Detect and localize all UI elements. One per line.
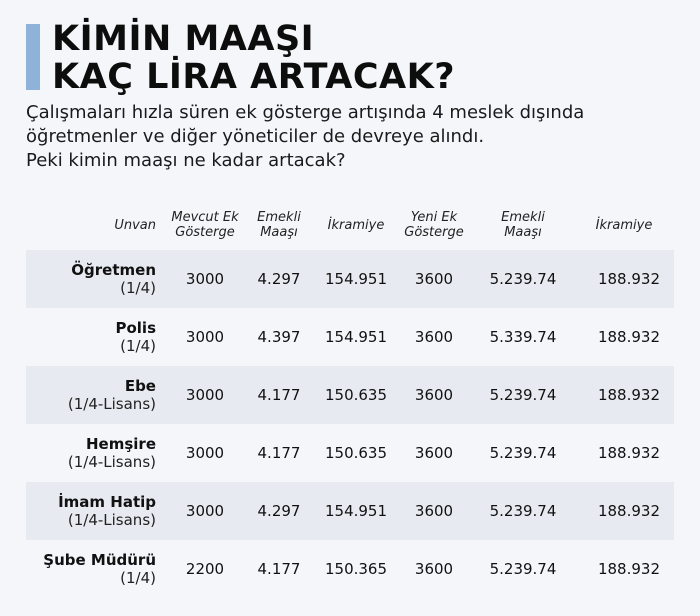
accent-bar xyxy=(26,24,40,90)
header-yeni-ek-gosterge: Yeni Ek Gösterge xyxy=(404,210,464,240)
title-class: (1/4) xyxy=(120,337,156,355)
cell-mevcut-ek-gosterge: 3000 xyxy=(168,482,242,540)
cell-yeni-ek-gosterge: 3600 xyxy=(396,482,472,540)
cell-yeni-ikramiye: 188.932 xyxy=(597,328,660,346)
cell-emekli-maasi: 4.397 xyxy=(257,328,301,346)
cell-unvan: Öğretmen (1/4) xyxy=(26,250,168,308)
cell-yeni-ikramiye: 188.932 xyxy=(574,482,674,540)
title-line-2: KAÇ LİRA ARTACAK? xyxy=(52,57,456,97)
cell-ikramiye: 150.635 xyxy=(316,366,396,424)
subtitle-line-1: Çalışmaları hızla süren ek gösterge artı… xyxy=(26,102,585,123)
cell-mevcut-ek-gosterge: 3000 xyxy=(185,444,225,462)
title-name: Hemşire xyxy=(86,435,156,453)
header-emekli-maasi: Emekli Maaşı xyxy=(257,210,301,240)
cell-yeni-emekli-maasi: 5.239.74 xyxy=(489,560,557,578)
table-header-row: Unvan Mevcut Ek Gösterge Emekli Maaşı İkra… xyxy=(26,200,674,250)
cell-emekli-maasi: 4.297 xyxy=(242,482,316,540)
cell-ikramiye: 150.635 xyxy=(324,444,388,462)
cell-unvan: Polis (1/4) xyxy=(26,308,168,366)
cell-mevcut-ek-gosterge: 3000 xyxy=(185,328,225,346)
cell-yeni-emekli-maasi: 5.239.74 xyxy=(472,250,574,308)
cell-yeni-emekli-maasi: 5.239.74 xyxy=(472,482,574,540)
salary-table: Unvan Mevcut Ek Gösterge Emekli Maaşı İkra… xyxy=(26,200,674,598)
cell-yeni-ikramiye: 188.932 xyxy=(574,250,674,308)
cell-emekli-maasi: 4.177 xyxy=(242,366,316,424)
title-line-1: KİMİN MAAŞI xyxy=(52,19,315,59)
cell-mevcut-ek-gosterge: 2200 xyxy=(185,560,225,578)
title-class: (1/4-Lisans) xyxy=(67,511,156,529)
title-class: (1/4-Lisans) xyxy=(67,453,156,471)
cell-yeni-emekli-maasi: 5.239.74 xyxy=(472,366,574,424)
cell-yeni-ikramiye: 188.932 xyxy=(597,444,660,462)
cell-unvan: İmam Hatip (1/4-Lisans) xyxy=(26,482,168,540)
cell-unvan: Şube Müdürü (1/4) xyxy=(26,540,168,598)
title-name: Şube Müdürü xyxy=(43,551,156,569)
cell-yeni-ek-gosterge: 3600 xyxy=(396,366,472,424)
subtitle-line-2: öğretmenler ve diğer yöneticiler de devr… xyxy=(26,126,485,147)
title-name: Öğretmen xyxy=(71,261,156,279)
cell-emekli-maasi: 4.297 xyxy=(242,250,316,308)
table-row: Polis (1/4) 3000 4.397 154.951 3600 5.339.74 18… xyxy=(26,308,674,366)
subtitle-line-3: Peki kimin maaşı ne kadar artacak? xyxy=(26,150,346,171)
cell-ikramiye: 154.951 xyxy=(316,250,396,308)
cell-ikramiye: 154.951 xyxy=(316,482,396,540)
cell-yeni-ek-gosterge: 3600 xyxy=(396,250,472,308)
table-row: Hemşire (1/4-Lisans) 3000 4.177 150.635 3600 5… xyxy=(26,424,674,482)
table-row: Öğretmen (1/4) 3000 4.297 154.951 3600 5.239.7… xyxy=(26,250,674,308)
title-class: (1/4-Lisans) xyxy=(67,395,156,413)
header-mevcut-ek-gosterge: Mevcut Ek Gösterge xyxy=(171,210,239,240)
cell-emekli-maasi: 4.177 xyxy=(257,444,301,462)
cell-emekli-maasi: 4.177 xyxy=(257,560,301,578)
cell-yeni-emekli-maasi: 5.239.74 xyxy=(489,444,557,462)
cell-yeni-ek-gosterge: 3600 xyxy=(414,560,454,578)
title-class: (1/4) xyxy=(120,279,156,297)
cell-ikramiye: 154.951 xyxy=(324,328,388,346)
cell-mevcut-ek-gosterge: 3000 xyxy=(168,250,242,308)
title-name: Polis xyxy=(115,319,156,337)
title-class: (1/4) xyxy=(120,569,156,587)
header-unvan: Unvan xyxy=(114,217,156,233)
cell-mevcut-ek-gosterge: 3000 xyxy=(168,366,242,424)
table-row: Ebe (1/4-Lisans) 3000 4.177 150.635 3600 5.239… xyxy=(26,366,674,424)
cell-unvan: Ebe (1/4-Lisans) xyxy=(26,366,168,424)
title-name: İmam Hatip xyxy=(58,493,156,511)
cell-yeni-emekli-maasi: 5.339.74 xyxy=(489,328,557,346)
cell-ikramiye: 150.365 xyxy=(324,560,388,578)
cell-unvan: Hemşire (1/4-Lisans) xyxy=(26,424,168,482)
cell-yeni-ek-gosterge: 3600 xyxy=(414,328,454,346)
page-title: KİMİN MAAŞI KAÇ LİRA ARTACAK? xyxy=(52,20,455,96)
header-ikramiye: İkramiye xyxy=(327,217,385,233)
table-row: İmam Hatip (1/4-Lisans) 3000 4.297 154.951 36… xyxy=(26,482,674,540)
header-yeni-ikramiye: İkramiye xyxy=(595,217,653,233)
header-yeni-emekli-maasi: Emekli Maaşı xyxy=(501,210,545,240)
cell-yeni-ikramiye: 188.932 xyxy=(597,560,660,578)
cell-yeni-ikramiye: 188.932 xyxy=(574,366,674,424)
title-name: Ebe xyxy=(124,377,156,395)
cell-yeni-ek-gosterge: 3600 xyxy=(414,444,454,462)
subtitle: Çalışmaları hızla süren ek gösterge artı… xyxy=(26,101,686,173)
table-body: Öğretmen (1/4) 3000 4.297 154.951 3600 5.239.7… xyxy=(26,250,674,598)
table-row: Şube Müdürü (1/4) 2200 4.177 150.365 3600 5.23… xyxy=(26,540,674,598)
